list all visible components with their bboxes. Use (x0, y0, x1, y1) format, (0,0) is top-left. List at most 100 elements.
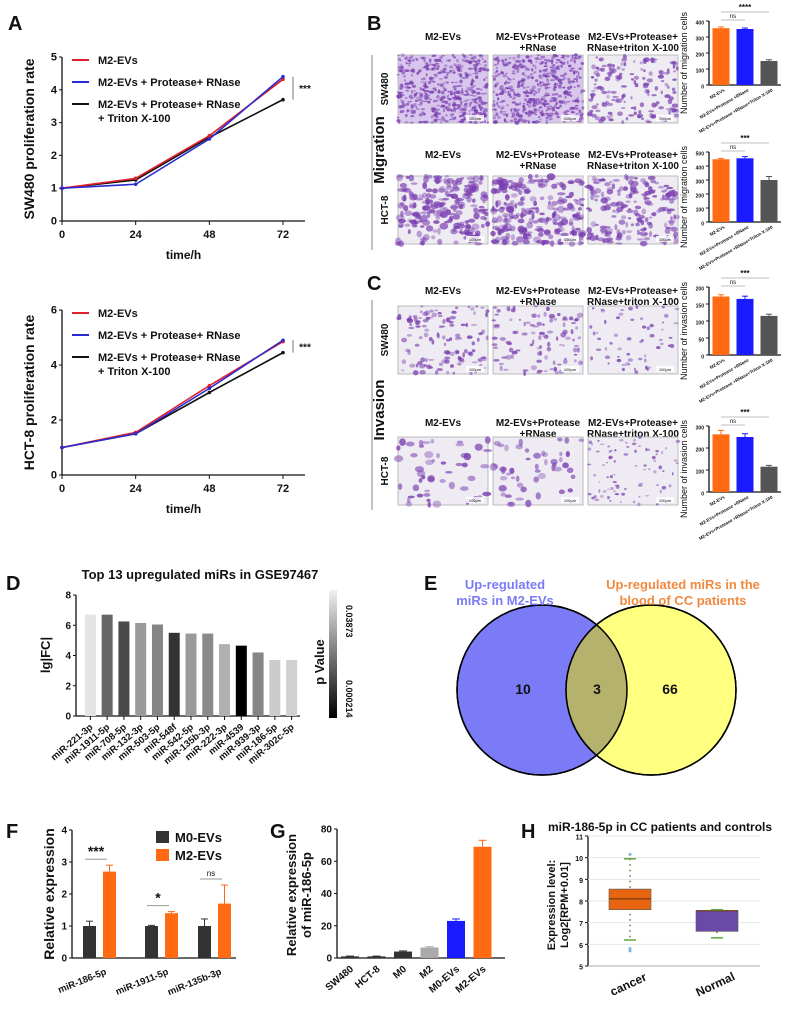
colorbar-max-label: 0.03873 (344, 605, 354, 638)
stained-cell (446, 370, 450, 375)
stained-cell (505, 354, 512, 360)
stained-cell (533, 476, 540, 483)
stained-cell (673, 214, 677, 220)
stained-cell (477, 358, 483, 363)
stained-cell (576, 96, 579, 99)
stained-cell (450, 108, 455, 113)
stained-cell (600, 308, 606, 313)
stained-cell (571, 111, 575, 114)
stained-cell (545, 217, 552, 221)
stained-cell (577, 71, 580, 76)
column-header: RNase+triton X-100 (587, 161, 679, 172)
stained-cell (637, 357, 643, 361)
stained-cell (591, 105, 598, 110)
stained-cell (567, 488, 574, 493)
stained-cell (429, 316, 434, 319)
stained-cell (510, 193, 518, 198)
stained-cell (561, 78, 565, 81)
stained-cell (480, 223, 485, 228)
stained-cell (480, 194, 489, 202)
stained-cell (674, 215, 681, 220)
stained-cell (427, 81, 432, 85)
stained-cell (536, 92, 538, 94)
scale-bar-label: 100μm (659, 367, 672, 372)
stained-cell (441, 91, 445, 95)
stained-cell (535, 101, 538, 105)
panel-letter-C: C (367, 273, 381, 295)
stained-cell (435, 63, 440, 65)
stained-cell (573, 86, 577, 89)
panel-letter-E: E (424, 573, 437, 595)
stained-cell (414, 343, 420, 347)
stained-cell (602, 490, 607, 493)
stained-cell (410, 453, 418, 458)
scale-bar (466, 497, 484, 503)
stained-cell (416, 493, 424, 498)
stained-cell (467, 305, 470, 308)
y-axis-label: lg|FC| (38, 637, 53, 673)
legend-label-line: M2-EVs + Protease+ RNase (98, 330, 240, 342)
migration-hct8-micrograph-0: 100μm (394, 173, 491, 248)
stained-cell (496, 308, 501, 313)
stained-cell (533, 236, 542, 243)
stained-cell (424, 96, 427, 100)
x-tick-label: 48 (203, 229, 215, 241)
stained-cell (508, 93, 512, 96)
stained-cell (409, 121, 414, 124)
y-tick-label: 4 (51, 84, 58, 96)
stained-cell (451, 186, 460, 192)
stained-cell (609, 474, 613, 479)
stained-cell (483, 63, 487, 67)
stained-cell (598, 178, 606, 182)
stained-cell (459, 486, 469, 491)
stained-cell (617, 355, 620, 358)
stained-cell (444, 359, 450, 364)
stained-cell (557, 222, 565, 226)
stained-cell (397, 92, 402, 94)
stained-cell (504, 222, 509, 226)
stained-cell (607, 362, 610, 365)
stained-cell (439, 201, 446, 206)
stained-cell (520, 207, 526, 212)
stained-cell (644, 354, 647, 358)
stained-cell (448, 320, 454, 324)
stained-cell (538, 74, 542, 78)
stained-cell (468, 103, 472, 107)
stained-cell (594, 498, 600, 502)
stained-cell (473, 311, 477, 316)
stained-cell (665, 192, 672, 197)
stained-cell (643, 464, 647, 467)
stained-cell (658, 70, 663, 75)
stained-cell (541, 102, 547, 106)
stained-cell (637, 502, 641, 507)
stained-cell (576, 216, 584, 220)
stained-cell (556, 363, 562, 366)
stained-cell (593, 70, 600, 76)
stained-cell (521, 332, 528, 336)
stained-cell (618, 312, 624, 316)
scale-bar (466, 236, 484, 242)
stained-cell (521, 72, 525, 76)
stained-cell (553, 210, 558, 216)
stained-cell (440, 69, 443, 72)
stained-cell (419, 237, 426, 241)
series-line-2 (61, 351, 284, 449)
stained-cell (545, 83, 549, 86)
stained-cell (504, 215, 508, 222)
stained-cell (671, 472, 674, 476)
stained-cell (440, 61, 443, 64)
stained-cell (536, 371, 542, 374)
stained-cell (616, 66, 621, 70)
stained-cell (544, 92, 550, 95)
stained-cell (507, 180, 514, 183)
stained-cell (415, 59, 419, 61)
stained-cell (623, 453, 629, 456)
stained-cell (595, 450, 600, 453)
stained-cell (648, 185, 653, 192)
stained-cell (534, 463, 539, 470)
legend-label-line: M2-EVs + Protease+ RNase (98, 77, 240, 89)
stained-cell (614, 224, 618, 231)
stained-cell (425, 96, 430, 98)
stained-cell (458, 363, 462, 366)
stained-cell (415, 107, 420, 111)
